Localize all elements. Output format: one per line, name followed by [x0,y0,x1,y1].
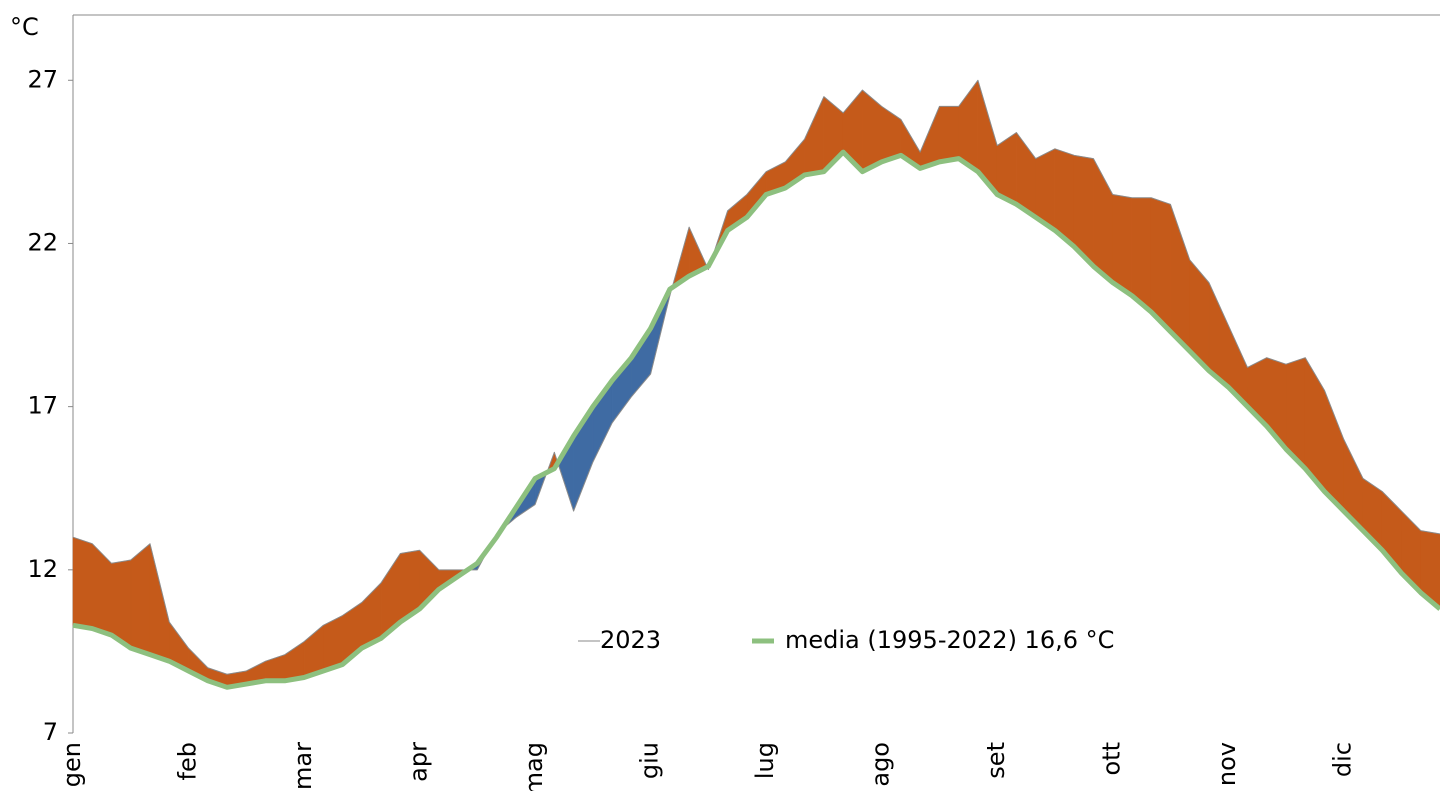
x-tick-label: ott [1098,742,1126,776]
difference-area [284,641,305,682]
x-tick-label: mag [520,742,548,791]
y-unit: °C [10,13,39,41]
legend-label: media (1995-2022) 16,6 °C [785,626,1114,654]
y-tick-label: 12 [27,555,58,583]
x-tick-label: lug [751,742,779,779]
difference-area [265,654,286,682]
difference-area [919,106,940,169]
x-tick-label: gen [58,742,86,787]
x-tick-label: apr [405,742,433,782]
x-tick-label: nov [1213,742,1241,786]
y-tick-label: 7 [43,718,58,746]
x-tick-label: dic [1329,742,1357,777]
difference-area [72,536,93,629]
x-tick-label: feb [174,742,202,780]
x-tick-label: ago [867,742,895,787]
x-tick-label: giu [636,742,664,779]
difference-area [862,89,882,173]
y-tick-label: 22 [27,228,58,256]
y-tick-label: 27 [27,65,58,93]
difference-area [92,543,112,636]
x-tick-label: mar [289,742,317,790]
difference-area [939,106,959,163]
difference-area [1112,194,1133,297]
x-tick-label: set [982,742,1010,779]
series-line [72,149,1440,690]
y-tick-label: 17 [27,392,58,420]
difference-area [149,543,170,662]
difference-area [130,543,151,656]
difference-area [881,105,902,163]
series-line [72,79,1440,675]
legend-label: 2023 [600,626,661,654]
difference-area [1170,204,1190,352]
difference-area [804,96,825,176]
